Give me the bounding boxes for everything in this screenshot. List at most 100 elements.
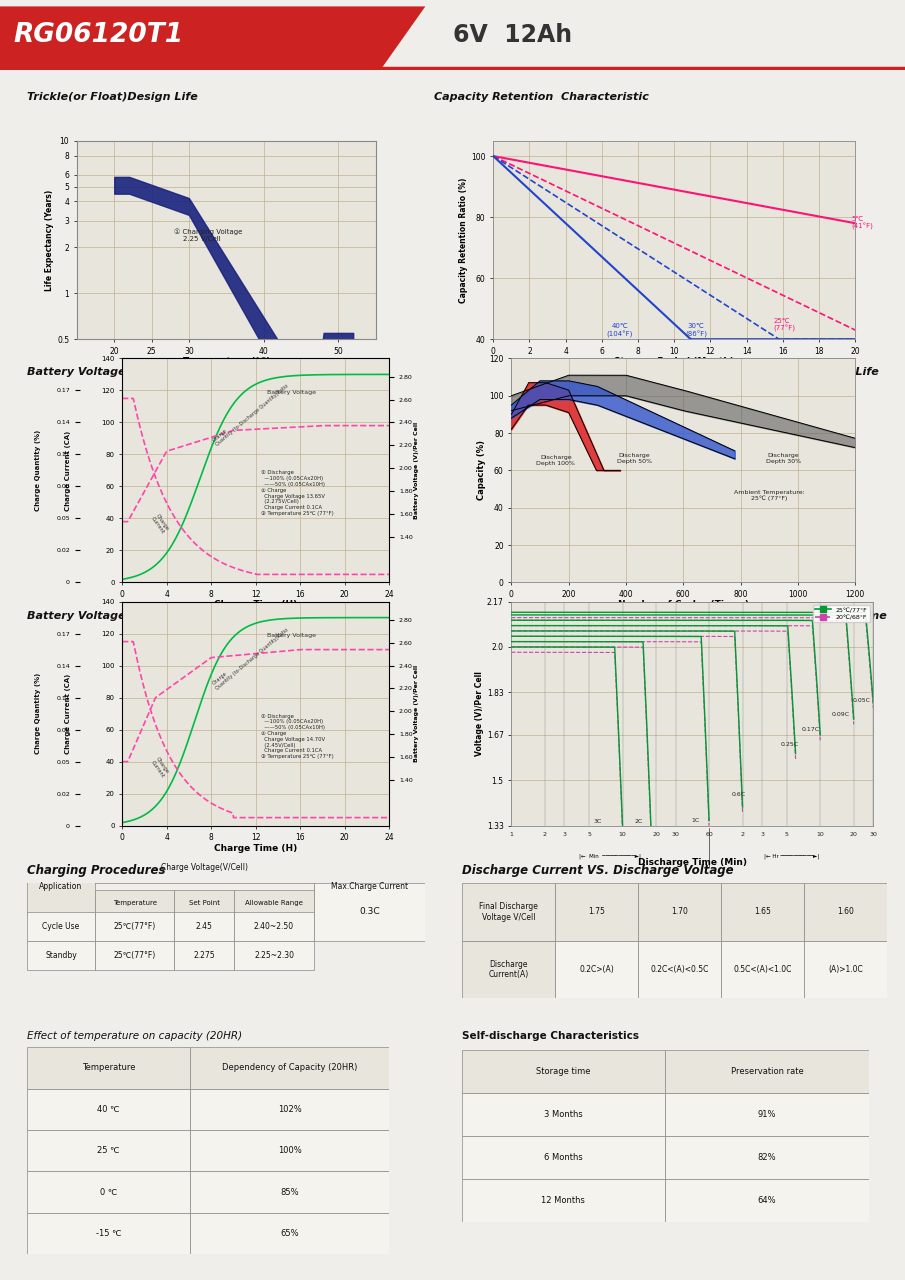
Text: 2.275: 2.275	[194, 951, 215, 960]
Bar	[462, 1179, 665, 1222]
Text: 0.5C<(A)<1.0C: 0.5C<(A)<1.0C	[733, 965, 792, 974]
Bar	[638, 941, 721, 998]
Text: 0.25C: 0.25C	[781, 741, 799, 746]
Text: Battery Voltage and Charge Time for Cycle Use: Battery Voltage and Charge Time for Cycl…	[27, 611, 322, 621]
Bar	[665, 1137, 869, 1179]
Text: ① Charging Voltage
    2.25 V/Cell: ① Charging Voltage 2.25 V/Cell	[174, 229, 243, 242]
Text: 2: 2	[740, 832, 745, 837]
Text: Charge Current (CA): Charge Current (CA)	[65, 430, 71, 511]
Text: Discharge
Depth 50%: Discharge Depth 50%	[617, 453, 653, 463]
Text: Storage time: Storage time	[536, 1066, 591, 1075]
Bar	[721, 883, 804, 941]
Bar	[804, 883, 887, 941]
Bar	[555, 883, 638, 941]
Text: 20: 20	[850, 832, 858, 837]
Bar	[462, 1093, 665, 1137]
Text: 10: 10	[816, 832, 824, 837]
Text: Charge
Current: Charge Current	[150, 513, 170, 535]
Bar	[95, 941, 175, 970]
Text: 12 Months: 12 Months	[541, 1197, 586, 1206]
Text: Set Point: Set Point	[189, 900, 220, 906]
Text: Battery Voltage: Battery Voltage	[267, 389, 316, 394]
Bar	[175, 890, 234, 915]
Bar	[190, 1047, 389, 1088]
Text: 30: 30	[870, 832, 877, 837]
Text: 30℃
(86°F): 30℃ (86°F)	[685, 324, 707, 338]
Y-axis label: Life Expectancy (Years): Life Expectancy (Years)	[45, 189, 54, 291]
Bar	[462, 1050, 665, 1093]
Text: 0.05C: 0.05C	[853, 698, 871, 703]
Bar	[804, 941, 887, 998]
Bar	[190, 1171, 389, 1213]
Text: Charge Quantity (%): Charge Quantity (%)	[35, 673, 42, 754]
Text: 2.25~2.30: 2.25~2.30	[254, 951, 294, 960]
Text: 2.45: 2.45	[195, 922, 213, 931]
Text: Self-discharge Characteristics: Self-discharge Characteristics	[462, 1030, 639, 1041]
Bar	[27, 1213, 190, 1254]
Text: 25℃
(77°F): 25℃ (77°F)	[774, 317, 795, 333]
Text: 65%: 65%	[281, 1229, 299, 1238]
Y-axis label: Battery Voltage (V)/Per Cell: Battery Voltage (V)/Per Cell	[414, 422, 419, 518]
Text: 85%: 85%	[281, 1188, 299, 1197]
X-axis label: Temperature (℃): Temperature (℃)	[183, 357, 270, 366]
Text: 20: 20	[653, 832, 660, 837]
Text: 60: 60	[705, 832, 713, 837]
Bar	[234, 890, 314, 915]
Y-axis label: Voltage (V)/Per Cell: Voltage (V)/Per Cell	[475, 671, 484, 756]
Text: Ambient Temperature:
25℃ (77°F): Ambient Temperature: 25℃ (77°F)	[734, 490, 805, 502]
Text: Discharge Time (Min): Discharge Time (Min)	[638, 858, 747, 867]
Text: 1: 1	[510, 832, 513, 837]
Text: 30: 30	[672, 832, 680, 837]
X-axis label: Storage Period (Month): Storage Period (Month)	[614, 357, 734, 366]
Text: Charge
Quantity (to-Discharge Quantity)Ratio: Charge Quantity (to-Discharge Quantity)R…	[211, 379, 290, 448]
Text: 64%: 64%	[757, 1197, 776, 1206]
Text: RG06120T1: RG06120T1	[14, 22, 184, 49]
Text: Allowable Range: Allowable Range	[245, 900, 303, 906]
Text: Temperature: Temperature	[112, 900, 157, 906]
Text: |←  Min  ──────────►|: |← Min ──────────►|	[579, 854, 642, 859]
Text: 1.70: 1.70	[672, 908, 688, 916]
Bar	[462, 941, 555, 998]
Text: 1C: 1C	[691, 818, 700, 823]
Bar	[234, 941, 314, 970]
Text: 40℃
(104°F): 40℃ (104°F)	[606, 324, 634, 338]
Bar	[27, 911, 95, 941]
Text: Charge
Quantity (to-Discharge Quantity)Ratio: Charge Quantity (to-Discharge Quantity)R…	[211, 622, 290, 691]
Text: 10: 10	[619, 832, 626, 837]
Text: Cycle Service Life: Cycle Service Life	[767, 367, 879, 378]
Text: 102%: 102%	[278, 1105, 301, 1114]
Text: Discharge Current VS. Discharge Voltage: Discharge Current VS. Discharge Voltage	[462, 864, 733, 877]
Text: 5℃
(41°F): 5℃ (41°F)	[852, 216, 873, 230]
Bar	[27, 941, 95, 970]
Bar	[638, 883, 721, 941]
Bar	[27, 1047, 190, 1088]
Text: ① Discharge
  —100% (0.05CAx20H)
  ——50% (0.05CAx10H)
② Charge
  Charge Voltage : ① Discharge —100% (0.05CAx20H) ——50% (0.…	[262, 713, 334, 759]
Text: Effect of temperature on capacity (20HR): Effect of temperature on capacity (20HR)	[27, 1030, 243, 1041]
Bar	[27, 1088, 190, 1130]
Bar	[175, 941, 234, 970]
Text: 0 ℃: 0 ℃	[100, 1188, 118, 1197]
Text: Final Discharge
Voltage V/Cell: Final Discharge Voltage V/Cell	[479, 902, 538, 922]
Bar	[95, 911, 175, 941]
Bar	[721, 941, 804, 998]
Bar	[27, 858, 95, 915]
Bar	[314, 858, 425, 915]
Text: 25℃(77°F): 25℃(77°F)	[113, 922, 156, 931]
Bar	[95, 851, 314, 883]
Text: 82%: 82%	[757, 1153, 776, 1162]
Text: Terminal Voltage (V) and Discharge Time: Terminal Voltage (V) and Discharge Time	[630, 611, 887, 621]
Text: Battery Voltage and Charge Time for Standby Use: Battery Voltage and Charge Time for Stan…	[27, 367, 340, 378]
Bar	[234, 911, 314, 941]
Text: Charge
Current: Charge Current	[150, 756, 170, 778]
Text: 25 ℃: 25 ℃	[98, 1146, 119, 1156]
Text: 3C: 3C	[594, 819, 602, 824]
Text: 2.40~2.50: 2.40~2.50	[254, 922, 294, 931]
Text: 5: 5	[785, 832, 789, 837]
Text: Temperature: Temperature	[81, 1064, 136, 1073]
Bar	[555, 941, 638, 998]
Bar	[190, 1213, 389, 1254]
Text: Discharge
Depth 100%: Discharge Depth 100%	[537, 454, 576, 466]
Text: Charging Procedures: Charging Procedures	[27, 864, 166, 877]
Text: 2: 2	[543, 832, 547, 837]
Text: Discharge
Depth 30%: Discharge Depth 30%	[766, 453, 801, 463]
